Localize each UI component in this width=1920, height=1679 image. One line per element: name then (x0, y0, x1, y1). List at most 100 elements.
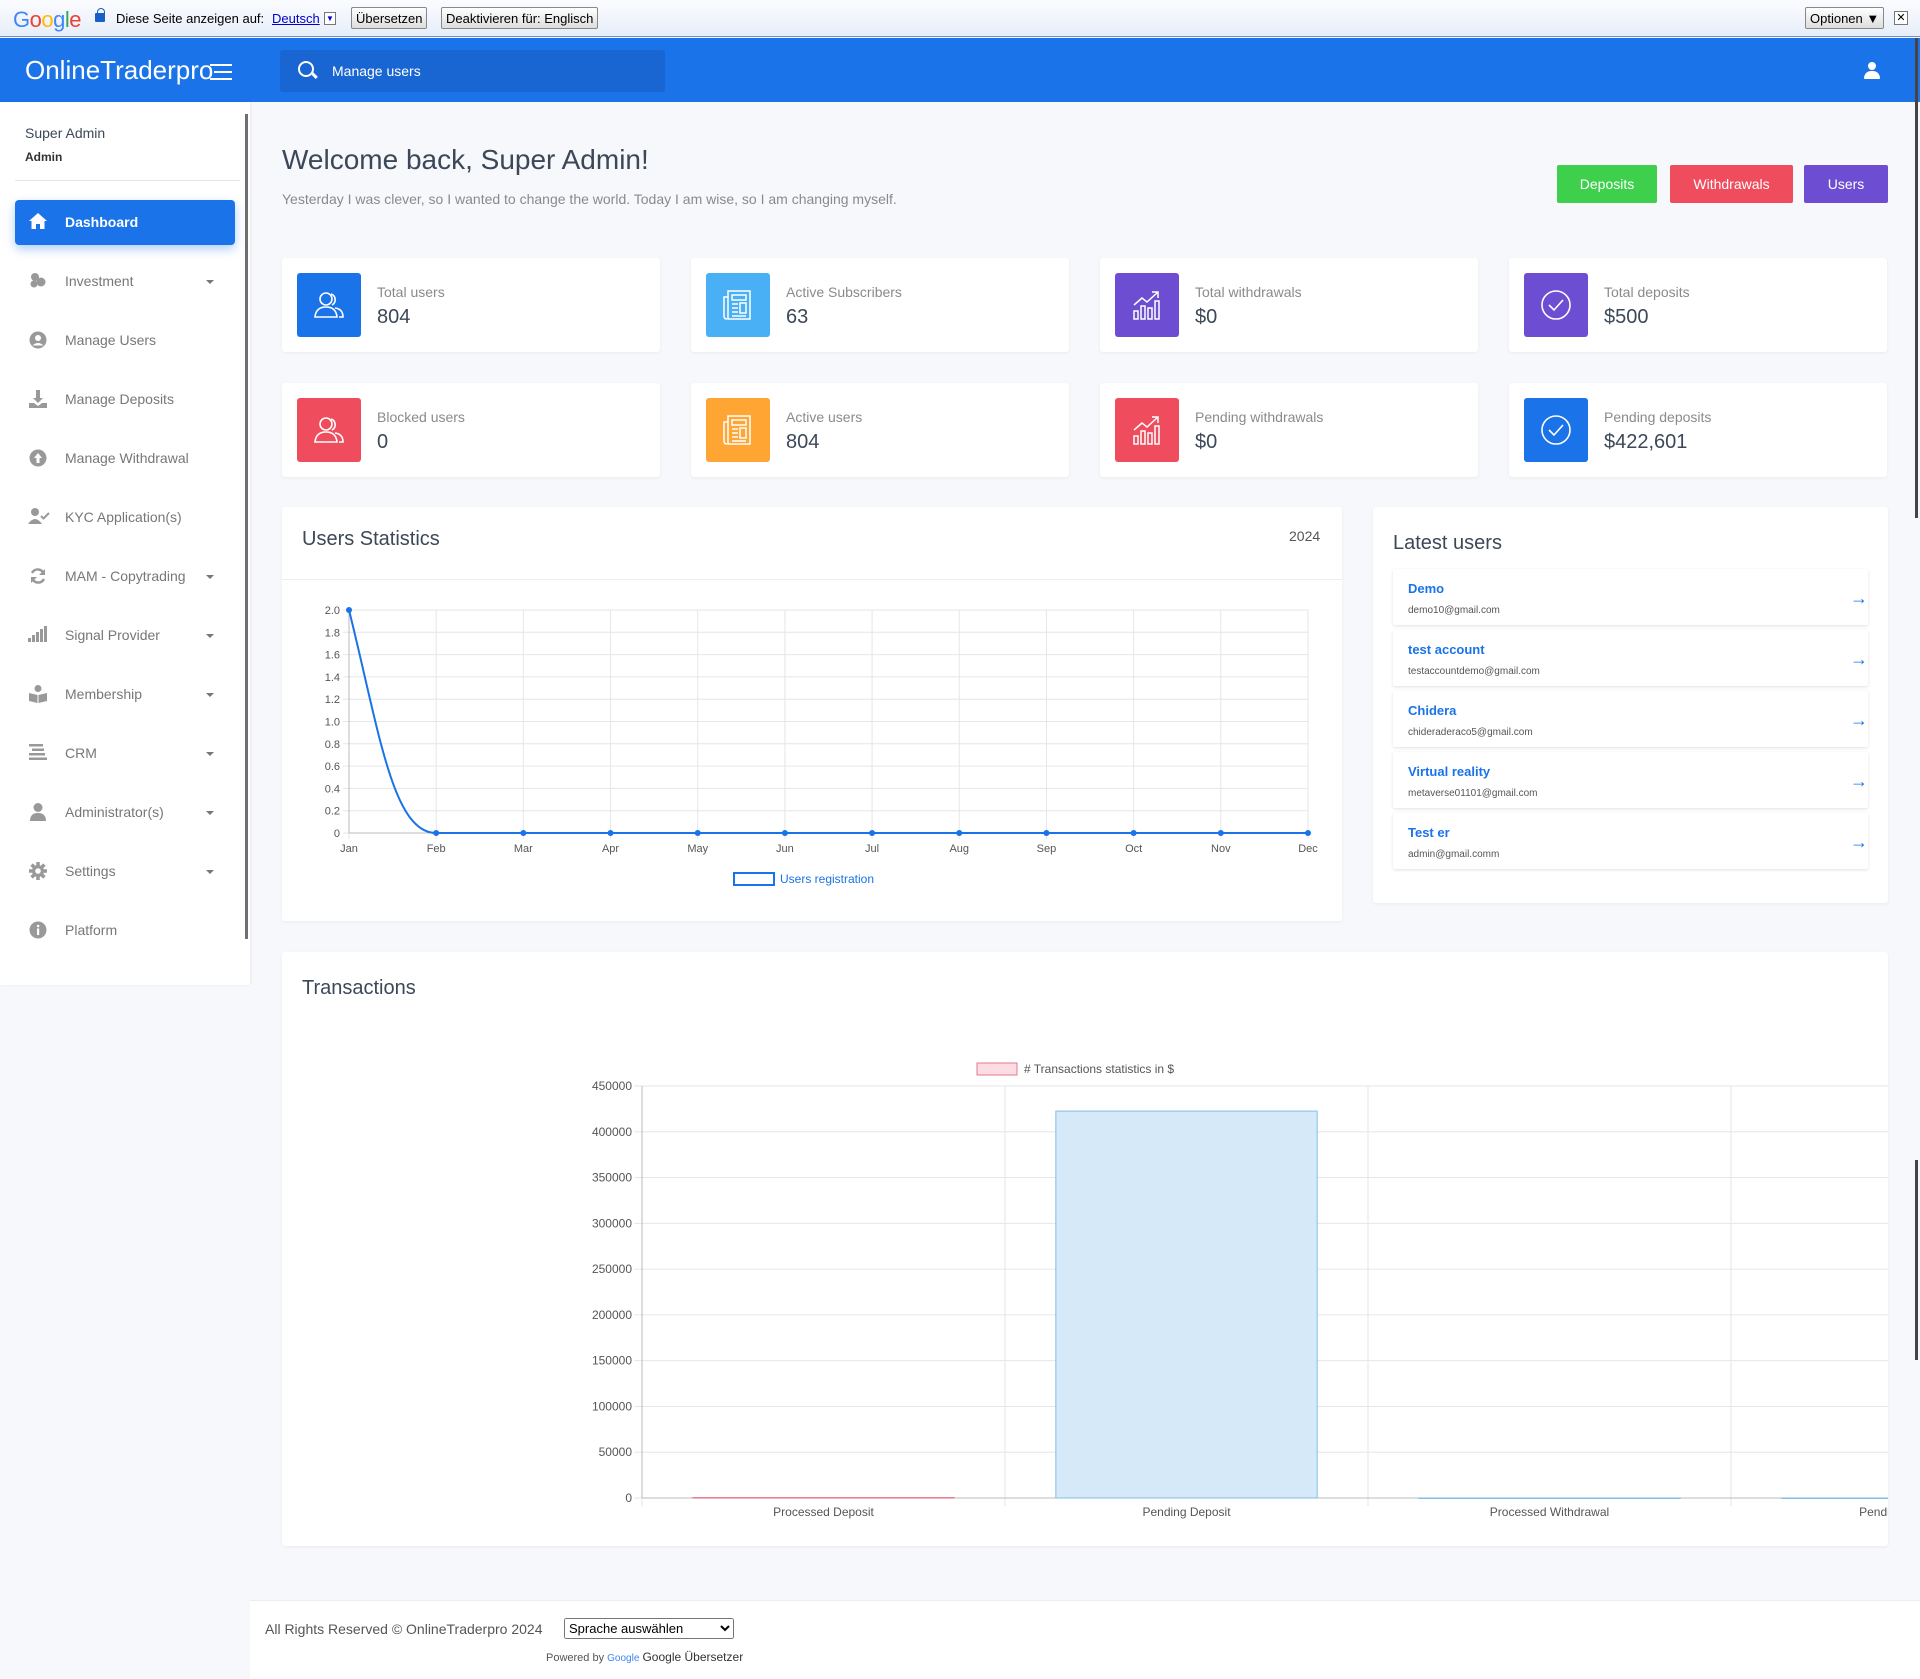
latest-user-name[interactable]: Test er (1408, 825, 1450, 840)
sidebar: Super Admin Admin Dashboard Investment Man… (0, 102, 250, 985)
deposits-button[interactable]: Deposits (1557, 165, 1657, 203)
page-scrollbar-lower[interactable] (1915, 1160, 1918, 1360)
stat-value: $0 (1195, 431, 1218, 453)
y-tick-label: 150000 (592, 1354, 632, 1368)
home-icon (28, 213, 48, 233)
latest-user-item[interactable]: Test er admin@gmail.comm → (1393, 813, 1868, 869)
sidebar-item-label: Platform (65, 922, 118, 938)
lock-icon (95, 8, 105, 22)
sidebar-item-label: CRM (65, 745, 97, 761)
x-tick-label: Dec (1298, 843, 1318, 855)
latest-user-item[interactable]: Virtual reality metaverse01101@gmail.com → (1393, 752, 1868, 808)
arrow-right-icon[interactable]: → (1850, 588, 1868, 608)
translate-prompt: Diese Seite anzeigen auf: (116, 11, 265, 26)
disable-translate-button[interactable]: Deaktivieren für: Englisch (441, 7, 599, 29)
data-point (1043, 830, 1050, 836)
sidebar-item-label: Manage Deposits (65, 391, 174, 407)
search-input[interactable] (332, 60, 632, 82)
latest-user-item[interactable]: Demo demo10@gmail.com → (1393, 569, 1868, 625)
legend-label: # Transactions statistics in $ (1024, 1062, 1174, 1076)
search-icon[interactable] (298, 61, 314, 77)
sidebar-item-mam-copytrading[interactable]: MAM - Copytrading (15, 554, 235, 599)
caret-down-icon (206, 752, 214, 756)
sidebar-item-manage-deposits[interactable]: Manage Deposits (15, 377, 235, 422)
translate-options-button[interactable]: Optionen ▼ (1805, 7, 1885, 29)
caret-down-icon (206, 575, 214, 579)
latest-user-name[interactable]: Demo (1408, 581, 1445, 596)
arrow-right-icon[interactable]: → (1850, 710, 1868, 730)
menu-toggle-icon[interactable] (210, 64, 232, 80)
sidebar-item-settings[interactable]: Settings (15, 849, 235, 894)
arrow-right-icon[interactable]: → (1850, 649, 1868, 669)
latest-users-card: Latest users Demo demo10@gmail.com → test a… (1373, 507, 1888, 903)
google-logo: Google (13, 7, 82, 32)
latest-user-name[interactable]: Chidera (1408, 703, 1457, 718)
legend-swatch (976, 1062, 1018, 1076)
latest-user-item[interactable]: test account testaccountdemo@gmail.com → (1393, 630, 1868, 686)
translate-button[interactable]: Übersetzen (351, 7, 428, 29)
sidebar-scrollbar[interactable] (245, 114, 248, 939)
chart-up-icon (1115, 398, 1179, 462)
user-profile-icon[interactable] (1863, 62, 1881, 80)
translate-language-link[interactable]: Deutsch (272, 11, 320, 26)
stat-label: Pending deposits (1604, 409, 1712, 425)
x-tick-label: Feb (427, 843, 446, 855)
brand-logo[interactable]: OnlineTraderpro (25, 55, 214, 85)
latest-user-item[interactable]: Chidera chideraderaco5@gmail.com → (1393, 691, 1868, 747)
google-translate-link[interactable]: Google Übersetzer (642, 1650, 744, 1664)
stat-card-pending-withdrawals: Pending withdrawals $0 (1100, 383, 1478, 477)
google-mini-logo: Google (607, 1653, 640, 1664)
check-circle-icon (1524, 273, 1588, 337)
users-button[interactable]: Users (1804, 165, 1888, 203)
stat-value: 804 (377, 306, 411, 328)
caret-down-icon (206, 811, 214, 815)
signal-icon (28, 626, 48, 646)
arrow-right-icon[interactable]: → (1850, 832, 1868, 852)
transactions-card: Transactions 0 50000 100000 150000 200000 250… (282, 952, 1888, 1546)
y-tick-label: 0.6 (325, 761, 340, 773)
data-point (520, 830, 527, 836)
sidebar-item-kyc-application-s[interactable]: KYC Application(s) (15, 495, 235, 540)
x-tick-label: Sep (1037, 843, 1057, 855)
x-tick-label: Mar (514, 843, 533, 855)
sidebar-item-dashboard[interactable]: Dashboard (15, 200, 235, 245)
transactions-chart: 0 50000 100000 150000 200000 250000 300000 3500… (592, 1062, 1888, 1519)
latest-user-name[interactable]: Virtual reality (1408, 764, 1491, 779)
data-point (781, 830, 788, 836)
stat-value: $422,601 (1604, 431, 1688, 453)
sidebar-item-administrator-s[interactable]: Administrator(s) (15, 790, 235, 835)
stat-label: Total users (377, 284, 445, 300)
y-tick-label: 0.2 (325, 806, 340, 818)
withdrawals-button[interactable]: Withdrawals (1670, 165, 1793, 203)
sidebar-item-membership[interactable]: Membership (15, 672, 235, 717)
data-point (694, 830, 701, 836)
caret-down-icon (206, 693, 214, 697)
latest-user-email: testaccountdemo@gmail.com (1408, 666, 1540, 677)
sidebar-item-signal-provider[interactable]: Signal Provider (15, 613, 235, 658)
stat-value: 63 (786, 306, 809, 328)
x-tick-label: Apr (602, 843, 619, 855)
latest-user-email: chideraderaco5@gmail.com (1408, 727, 1533, 738)
transactions-title: Transactions (302, 977, 416, 999)
language-dropdown-icon[interactable]: ▼ (324, 12, 336, 25)
close-icon[interactable]: ✕ (1894, 11, 1908, 25)
page-scrollbar[interactable] (1915, 38, 1918, 518)
sidebar-item-investment[interactable]: Investment (15, 259, 235, 304)
x-tick-label: Processed Withdrawal (1490, 1505, 1609, 1519)
sidebar-item-platform[interactable]: Platform (15, 908, 235, 953)
stat-card-total-users: Total users 804 (282, 258, 660, 352)
sidebar-item-manage-users[interactable]: Manage Users (15, 318, 235, 363)
gear-icon (28, 862, 48, 882)
sidebar-item-crm[interactable]: CRM (15, 731, 235, 776)
arrow-right-icon[interactable]: → (1850, 771, 1868, 791)
x-tick-label: Oct (1125, 843, 1142, 855)
users-statistics-card: Users Statistics 2024 0 0.2 0.4 0.6 0.8 1.0 1.… (282, 507, 1342, 921)
language-select[interactable]: Sprache auswählen (564, 1618, 734, 1639)
x-tick-label: Jun (776, 843, 794, 855)
user-check-icon (28, 508, 50, 528)
sync-icon (28, 567, 48, 587)
latest-user-name[interactable]: test account (1408, 642, 1485, 657)
sidebar-item-label: Manage Withdrawal (65, 450, 189, 466)
book-reader-icon (28, 685, 48, 705)
sidebar-item-manage-withdrawal[interactable]: Manage Withdrawal (15, 436, 235, 481)
